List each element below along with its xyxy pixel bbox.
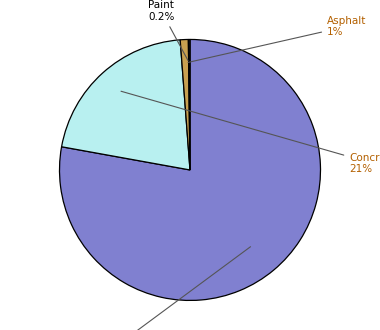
Wedge shape: [188, 40, 190, 170]
Wedge shape: [60, 40, 320, 300]
Wedge shape: [62, 40, 190, 170]
Text: Asphalt
1%: Asphalt 1%: [188, 16, 366, 62]
Text: Paint
0.2%: Paint 0.2%: [148, 0, 188, 60]
Wedge shape: [180, 40, 190, 170]
Text: Concrete
21%: Concrete 21%: [121, 91, 380, 174]
Text: Steel
78%: Steel 78%: [83, 247, 250, 330]
